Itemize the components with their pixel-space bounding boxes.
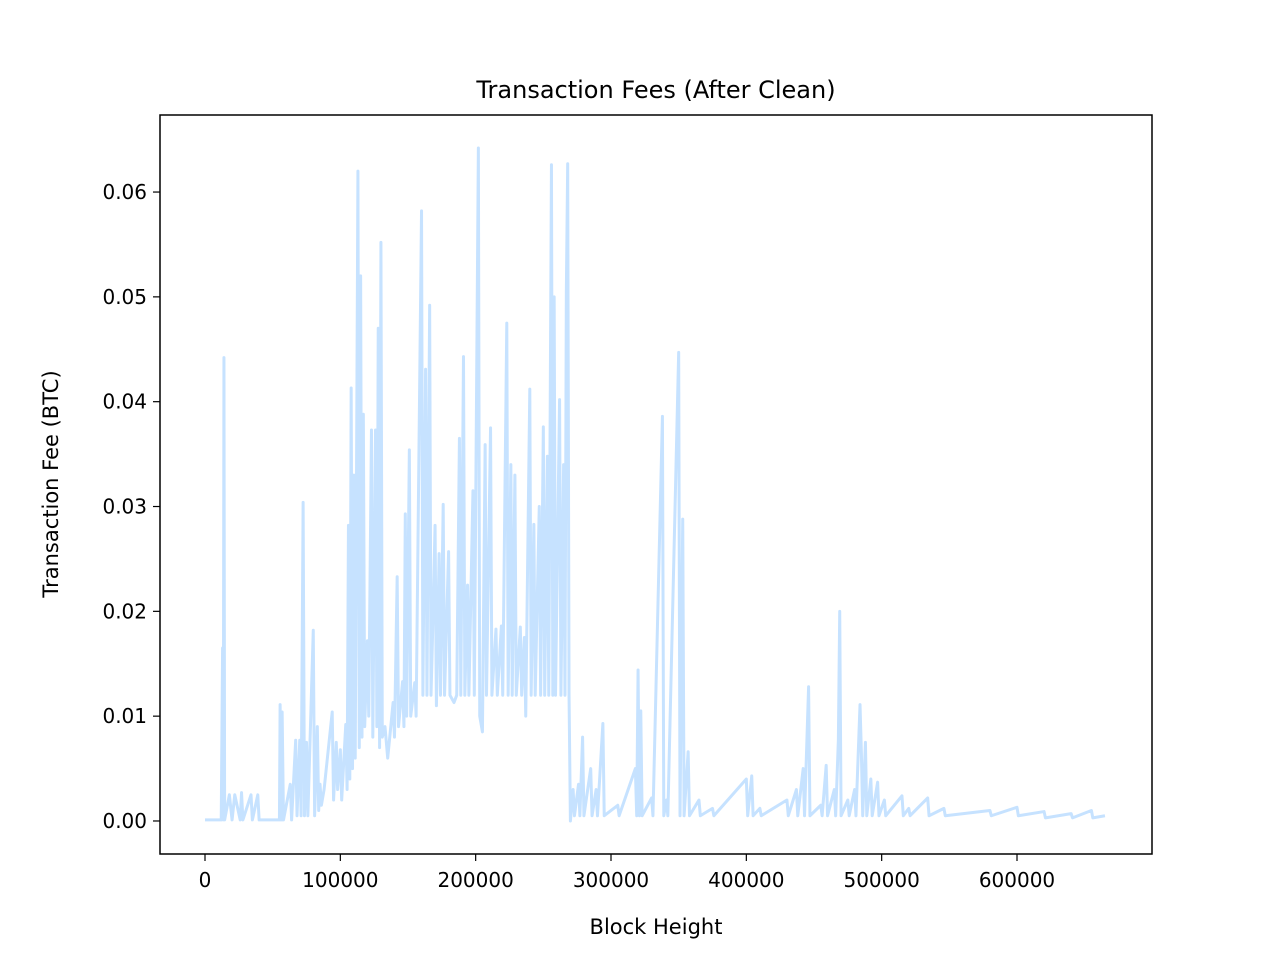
x-tick-label: 400000	[708, 868, 784, 892]
y-tick-label: 0.00	[102, 809, 147, 833]
x-tick-label: 600000	[979, 868, 1055, 892]
x-tick-label: 0	[199, 868, 212, 892]
x-tick-label: 100000	[302, 868, 378, 892]
y-tick-label: 0.05	[102, 285, 147, 309]
y-tick-label: 0.01	[102, 704, 147, 728]
x-axis-label: Block Height	[590, 915, 723, 939]
y-tick-label: 0.03	[102, 495, 147, 519]
y-tick-label: 0.06	[102, 180, 147, 204]
y-axis-label: Transaction Fee (BTC)	[39, 370, 63, 598]
y-tick-label: 0.04	[102, 390, 147, 414]
x-tick-label: 500000	[843, 868, 919, 892]
x-tick-label: 300000	[573, 868, 649, 892]
data-line	[205, 146, 1106, 823]
x-tick-label: 200000	[437, 868, 513, 892]
chart-title: Transaction Fees (After Clean)	[475, 76, 835, 104]
y-tick-label: 0.02	[102, 599, 147, 623]
plot-frame	[159, 114, 1153, 855]
